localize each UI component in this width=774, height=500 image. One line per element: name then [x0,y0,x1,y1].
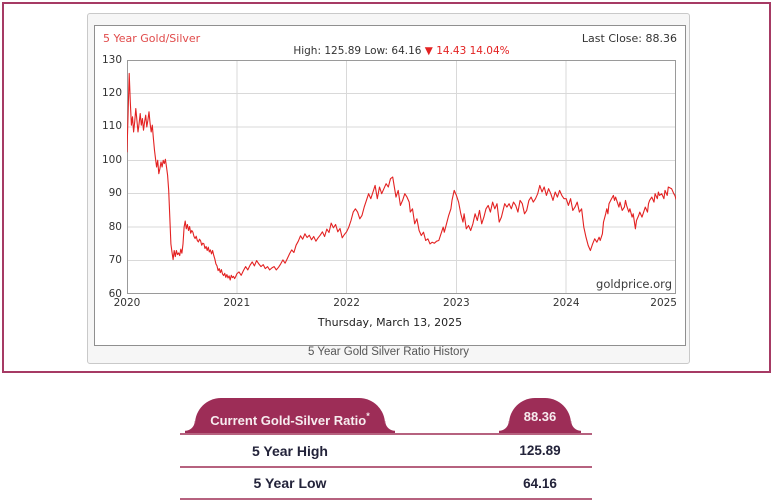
current-ratio-header-text: Current Gold-Silver Ratio [210,413,367,428]
plot-svg [127,60,676,294]
chart-outer-frame: 5 Year Gold/Silver Last Close: 88.36 Hig… [2,2,771,373]
header-label-cell: Current Gold-Silver Ratio* [180,398,400,433]
chart-caption: 5 Year Gold Silver Ratio History [307,346,470,358]
table-divider [180,433,592,435]
plot-area[interactable] [127,60,676,294]
high-low-label: High: 125.89 Low: 64.16 [293,45,425,57]
table-divider [180,466,592,468]
high-low-row: High: 125.89 Low: 64.16 ▼ 14.43 14.04% [127,45,676,57]
row-label: 5 Year Low [253,475,327,491]
chart-title: 5 Year Gold/Silver [103,32,201,45]
y-axis-tick-label: 70 [108,254,122,267]
chart-box: 5 Year Gold/Silver Last Close: 88.36 Hig… [94,25,686,346]
table-row: 5 Year High 125.89 [180,435,592,466]
row-value: 125.89 [519,443,561,458]
last-close-label: Last Close: 88.36 [581,32,677,45]
current-ratio-header-pill: Current Gold-Silver Ratio* [185,398,395,433]
change-label: ▼ 14.43 14.04% [424,45,510,57]
y-axis-tick-label: 130 [101,53,122,66]
chart-date-label: Thursday, March 13, 2025 [317,316,463,329]
plot-border [127,60,676,294]
current-ratio-value-pill: 88.36 [498,398,581,433]
y-axis-tick-label: 90 [108,187,122,200]
chart-widget-panel: 5 Year Gold/Silver Last Close: 88.36 Hig… [87,13,690,364]
asterisk-footnote-marker: * [366,411,370,421]
x-axis-tick-label: 2023 [443,297,470,309]
x-axis-tick-label: 2025 [650,297,677,309]
ratio-table: Current Gold-Silver Ratio* 88.36 5 Year … [180,397,592,500]
row-value: 64.16 [523,475,557,491]
header-value-cell: 88.36 [488,398,592,433]
x-axis-tick-label: 2024 [552,297,580,309]
x-axis-tick-label: 2020 [113,297,141,309]
ratio-table-header: Current Gold-Silver Ratio* 88.36 [180,397,592,433]
ratio-line-series [127,72,676,281]
y-axis-tick-label: 120 [101,86,122,99]
y-axis-tick-label: 80 [108,220,122,233]
x-axis-tick-label: 2021 [223,297,251,309]
y-axis-tick-label: 60 [108,287,122,300]
x-axis-tick-label: 2022 [333,297,360,309]
y-axis-tick-label: 100 [101,153,122,166]
table-row: 5 Year Low 64.16 [180,468,592,498]
row-label: 5 Year High [251,442,328,459]
y-axis-tick-label: 110 [101,120,122,133]
goldprice-watermark: goldprice.org [596,277,672,291]
table-divider [180,498,592,500]
